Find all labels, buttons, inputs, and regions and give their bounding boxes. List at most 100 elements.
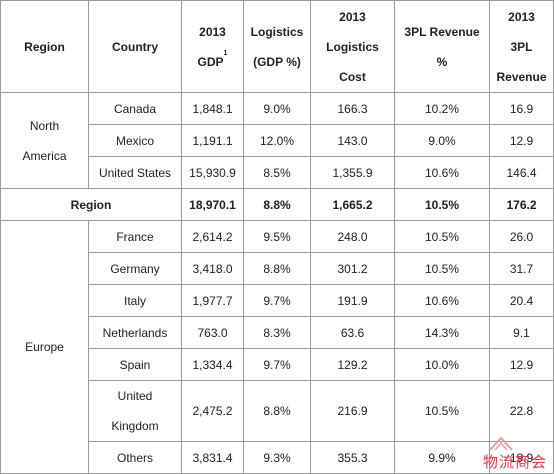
table-row: Germany 3,418.0 8.8% 301.2 10.5% 31.7 (1, 252, 554, 285)
header-3pl-revenue-line-2: 3PL (510, 39, 533, 54)
header-3pl-pct-line-2: % (436, 54, 448, 69)
cell-logistics-cost: 166.3 (310, 92, 395, 125)
header-region: Region (0, 0, 89, 93)
region-total-row: Region 18,970.1 8.8% 1,665.2 10.5% 176.2 (0, 188, 554, 221)
header-gdp-line-1: 2013 (199, 24, 226, 39)
cell-country: France (88, 220, 182, 253)
cell-3pl-revenue: 26.0 (489, 220, 554, 253)
header-gdp-footnote: 1 (223, 49, 228, 57)
header-logistics-pct-line-1: Logistics (250, 24, 304, 39)
cell-country: Italy (88, 284, 182, 317)
cell-gdp: 763.0 (181, 316, 244, 349)
region-total-label: Region (0, 188, 182, 221)
header-gdp: 2013 GDP1 (181, 0, 244, 93)
table-row: Netherlands 763.0 8.3% 63.6 14.3% 9.1 (1, 316, 554, 349)
header-3pl-pct-line-1: 3PL Revenue (404, 24, 480, 39)
watermark: 物流商会 (482, 453, 547, 471)
cell-logistics-cost: 301.2 (310, 252, 395, 285)
cell-3pl-revenue: 16.9 (489, 92, 554, 125)
cell-logistics-cost: 216.9 (310, 380, 395, 442)
cell-gdp: 3,831.4 (181, 441, 244, 474)
cell-gdp: 1,334.4 (181, 348, 244, 381)
cell-3pl-revenue: 146.4 (489, 156, 554, 189)
cell-gdp: 2,475.2 (181, 380, 244, 442)
header-3pl-pct: 3PL Revenue % (394, 0, 490, 93)
cell-country: Canada (88, 92, 182, 125)
header-gdp-line-2: GDP1 (184, 47, 241, 77)
table-row: Mexico 1,191.1 12.0% 143.0 9.0% 12.9 (1, 124, 554, 157)
cell-3pl-revenue: 22.8 (489, 380, 554, 442)
header-3pl-revenue-line-1: 2013 (508, 9, 535, 24)
table-row: Europe France 2,614.2 9.5% 248.0 10.5% 2… (0, 220, 554, 474)
cell-logistics-cost: 143.0 (310, 124, 395, 157)
cell-3pl-revenue: 20.4 (489, 284, 554, 317)
cell-logistics-cost: 355.3 (310, 441, 395, 474)
header-logistics-pct: Logistics (GDP %) (243, 0, 311, 93)
cell-gdp: 2,614.2 (181, 220, 244, 253)
cell-logistics-cost: 129.2 (310, 348, 395, 381)
cell-3pl-pct: 10.2% (394, 92, 490, 125)
table-row: Italy 1,977.7 9.7% 191.9 10.6% 20.4 (1, 284, 554, 317)
region-europe: Europe (0, 220, 89, 474)
table-row: North America Canada 1,848.1 9.0% 166.3 … (0, 92, 554, 189)
cell-logistics-pct: 8.5% (243, 156, 311, 189)
cell-logistics-pct: 9.7% (243, 348, 311, 381)
cell-logistics-pct: 8.8% (243, 188, 311, 221)
cell-3pl-pct: 9.9% (394, 441, 490, 474)
cell-logistics-pct: 9.0% (243, 92, 311, 125)
region-north-america: North America (0, 92, 89, 189)
cell-logistics-pct: 9.5% (243, 220, 311, 253)
region-north-america-line-1: North (29, 118, 60, 133)
cell-3pl-pct: 10.5% (394, 252, 490, 285)
cell-gdp: 1,191.1 (181, 124, 244, 157)
cell-3pl-revenue: 176.2 (489, 188, 554, 221)
cell-3pl-revenue: 31.7 (489, 252, 554, 285)
region-north-america-line-2: America (22, 148, 67, 163)
header-gdp-text: GDP (197, 54, 224, 69)
cell-logistics-pct: 12.0% (243, 124, 311, 157)
cell-3pl-revenue: 9.1 (489, 316, 554, 349)
cell-3pl-pct: 10.0% (394, 348, 490, 381)
cell-country: Spain (88, 348, 182, 381)
watermark-logo-icon (489, 436, 513, 451)
cell-country-line-2: Kingdom (111, 419, 159, 433)
cell-country: United States (88, 156, 182, 189)
cell-3pl-pct: 10.5% (394, 188, 490, 221)
cell-country-line-1: United (117, 389, 153, 403)
header-logistics-cost-line-2: Logistics (326, 39, 379, 54)
cell-3pl-revenue: 12.9 (489, 348, 554, 381)
cell-logistics-pct: 8.8% (243, 380, 311, 442)
cell-3pl-revenue: 12.9 (489, 124, 554, 157)
cell-gdp: 3,418.0 (181, 252, 244, 285)
cell-gdp: 18,970.1 (181, 188, 244, 221)
header-logistics-pct-line-2: (GDP %) (253, 54, 301, 69)
cell-country: Germany (88, 252, 182, 285)
cell-logistics-cost: 1,355.9 (310, 156, 395, 189)
header-country: Country (88, 0, 182, 93)
table-row: United States 15,930.9 8.5% 1,355.9 10.6… (1, 156, 554, 189)
cell-logistics-cost: 1,665.2 (310, 188, 395, 221)
cell-3pl-pct: 10.5% (394, 220, 490, 253)
table-row: Others 3,831.4 9.3% 355.3 9.9% 19.9 (1, 441, 554, 474)
header-3pl-revenue: 2013 3PL Revenue (489, 0, 554, 93)
cell-3pl-revenue: 19.9 (489, 441, 554, 474)
cell-3pl-pct: 14.3% (394, 316, 490, 349)
cell-logistics-cost: 248.0 (310, 220, 395, 253)
cell-country: United Kingdom (88, 380, 182, 442)
cell-logistics-pct: 8.3% (243, 316, 311, 349)
cell-logistics-pct: 9.3% (243, 441, 311, 474)
cell-3pl-pct: 10.5% (394, 380, 490, 442)
header-3pl-revenue-line-3: Revenue (496, 69, 547, 84)
cell-3pl-pct: 9.0% (394, 124, 490, 157)
header-logistics-cost-line-3: Cost (339, 69, 366, 84)
cell-logistics-pct: 8.8% (243, 252, 311, 285)
header-logistics-cost: 2013 Logistics Cost (310, 0, 395, 93)
cell-gdp: 15,930.9 (181, 156, 244, 189)
header-logistics-cost-line-1: 2013 (339, 9, 366, 24)
cell-country: Netherlands (88, 316, 182, 349)
cell-logistics-cost: 63.6 (310, 316, 395, 349)
cell-3pl-pct: 10.6% (394, 284, 490, 317)
cell-country: Mexico (88, 124, 182, 157)
